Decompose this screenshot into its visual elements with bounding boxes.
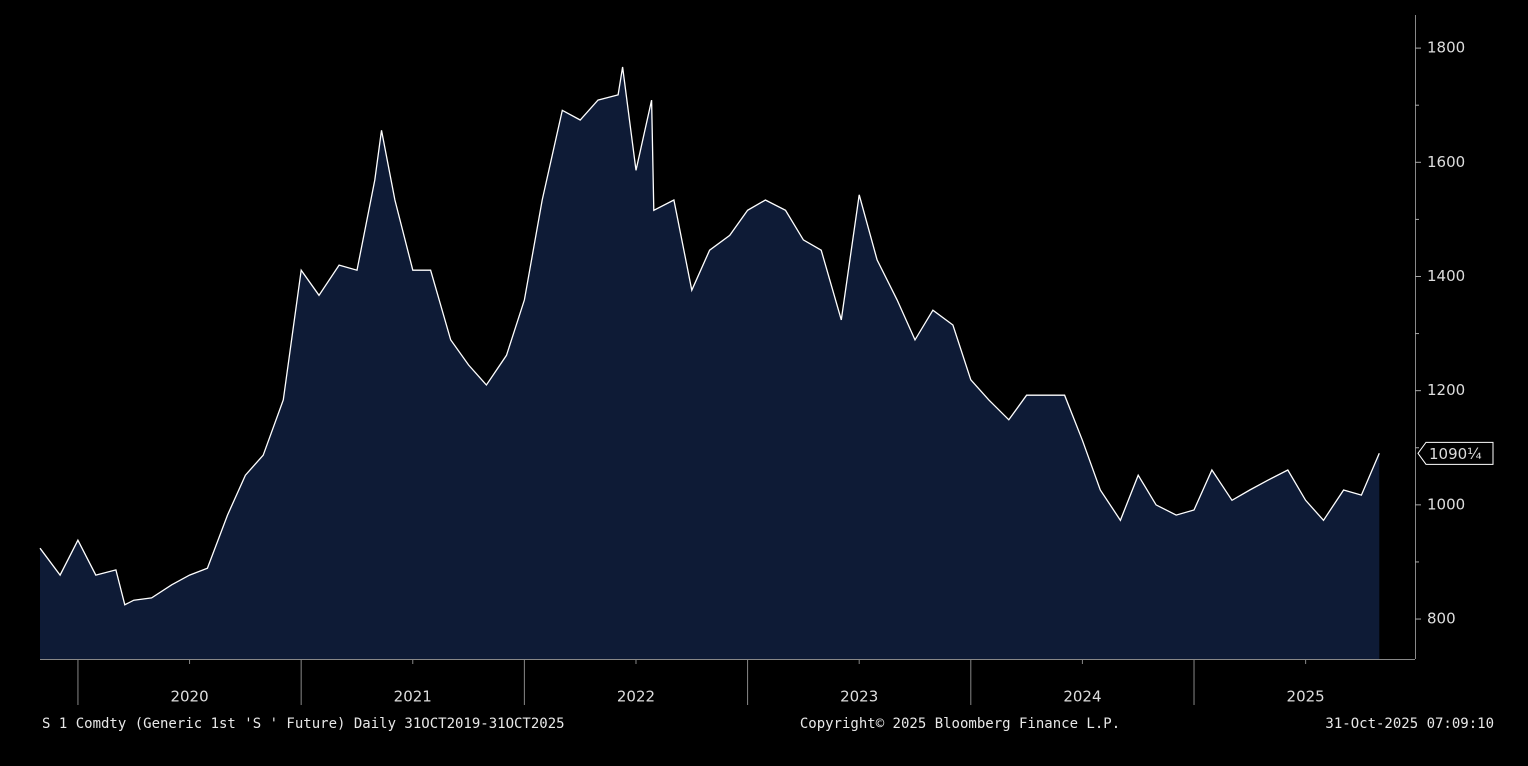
y-tick-label: 800 bbox=[1427, 610, 1456, 628]
last-value-label: 1090¼ bbox=[1429, 445, 1482, 463]
x-tick-label: 2024 bbox=[1063, 688, 1101, 706]
last-value-box bbox=[1417, 441, 1494, 465]
copyright: Copyright© 2025 Bloomberg Finance L.P. bbox=[800, 716, 1120, 732]
y-tick-label: 1200 bbox=[1427, 381, 1465, 399]
x-tick-label: 2020 bbox=[170, 688, 208, 706]
x-tick-label: 2022 bbox=[617, 688, 655, 706]
timestamp: 31-Oct-2025 07:09:10 bbox=[1325, 716, 1494, 732]
x-tick-label: 2025 bbox=[1287, 688, 1325, 706]
plot-area bbox=[39, 66, 1380, 659]
x-tick-label: 2021 bbox=[394, 688, 432, 706]
x-tick-label: 2023 bbox=[840, 688, 878, 706]
y-tick-label: 1600 bbox=[1427, 153, 1465, 171]
line bbox=[39, 66, 1380, 606]
chart-title: S 1 Comdty (Generic 1st 'S ' Future) Dai… bbox=[42, 716, 565, 732]
y-tick-label: 1000 bbox=[1427, 495, 1465, 513]
area bbox=[40, 67, 1380, 659]
y-tick-label: 1400 bbox=[1427, 267, 1465, 285]
y-tick-label: 1800 bbox=[1427, 39, 1465, 57]
